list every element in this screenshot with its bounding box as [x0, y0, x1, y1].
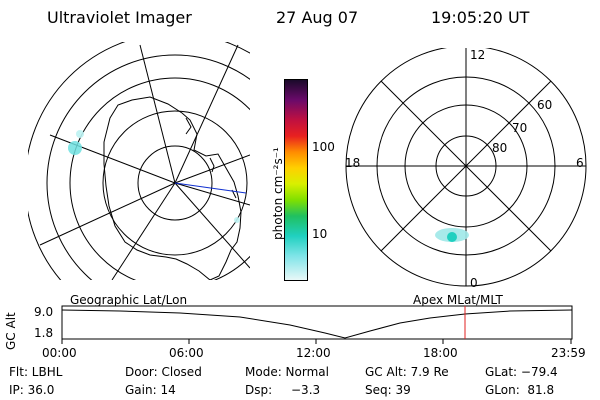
color-scale-bar [284, 79, 308, 281]
mlat-70-label: 70 [512, 121, 528, 135]
y-axis-top: 9.0 [34, 305, 54, 319]
glon-info: GLon: 81.8 [485, 383, 555, 397]
geographic-map [28, 42, 250, 280]
door-info: Door: Closed [125, 365, 202, 379]
mlt-0-label: 0 [470, 276, 478, 290]
gain-info: Gain: 14 [125, 383, 176, 397]
colorbar-unit-label: photon cm⁻²s⁻¹ [271, 147, 285, 240]
altitude-timeline [61, 305, 573, 344]
lat-circle [137, 145, 213, 221]
lat-circle [69, 77, 250, 280]
geographic-coord-title: Geographic Lat/Lon [70, 293, 188, 307]
aurora-spot [234, 217, 240, 223]
aurora-spot [76, 130, 84, 138]
mlat-60-label: 60 [537, 98, 553, 112]
filter-info: Flt: LBHL [9, 365, 63, 379]
lat-circle [46, 54, 250, 280]
lat-circle [28, 42, 250, 280]
instrument-title: Ultraviolet Imager [47, 8, 192, 27]
mlt-12-label: 12 [470, 48, 486, 62]
seq-info: Seq: 39 [365, 383, 411, 397]
aurora-oval [447, 232, 457, 242]
y-axis-bottom: 1.8 [34, 326, 54, 340]
glat-info: GLat: −79.4 [485, 365, 558, 379]
mlt-6-label: 6 [576, 156, 584, 170]
ip-info: IP: 36.0 [9, 383, 55, 397]
apex-coord-title: Apex MLat/MLT [413, 293, 503, 307]
altitude-curve [61, 309, 573, 339]
gc-alt-axis-label: GC Alt [4, 312, 18, 350]
mode-info: Mode: Normal [245, 365, 329, 379]
mlt-18-label: 18 [345, 156, 361, 170]
colorbar-tick-10: 10 [312, 227, 328, 241]
time-label: 19:05:20 UT [431, 8, 530, 27]
dsp-label: Dsp: [245, 383, 273, 397]
sun-direction-line [174, 182, 247, 194]
mlat-80-label: 80 [492, 141, 508, 155]
date-label: 27 Aug 07 [276, 8, 359, 27]
polar-plot [345, 48, 587, 287]
gc-alt-info: GC Alt: 7.9 Re [365, 365, 449, 379]
x-tick-0600: 06:00 [169, 346, 204, 360]
colorbar-tick-100: 100 [312, 140, 335, 154]
lat-circle [102, 110, 248, 256]
x-tick-2359: 23:59 [551, 346, 586, 360]
dsp-value: −3.3 [291, 383, 321, 397]
aurora-spot [68, 141, 82, 155]
x-tick-1200: 12:00 [296, 346, 331, 360]
x-tick-1800: 18:00 [423, 346, 458, 360]
x-tick-0000: 00:00 [42, 346, 77, 360]
